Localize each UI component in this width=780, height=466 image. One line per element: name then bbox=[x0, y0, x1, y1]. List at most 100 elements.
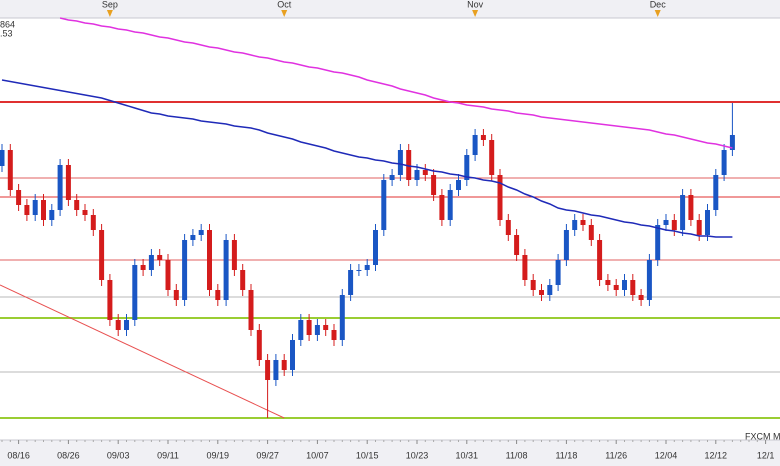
candle-body bbox=[231, 240, 237, 270]
legend-entry: 864 bbox=[0, 19, 15, 29]
candle-body bbox=[364, 265, 370, 270]
candle-body bbox=[132, 265, 138, 320]
x-tick-label: 11/08 bbox=[506, 450, 528, 460]
candle-body bbox=[140, 265, 146, 270]
candle-body bbox=[497, 175, 503, 220]
candle-body bbox=[680, 195, 686, 230]
candle-body bbox=[57, 165, 63, 210]
candle-body bbox=[281, 360, 287, 370]
candle-body bbox=[422, 170, 428, 175]
candle-body bbox=[630, 280, 636, 295]
candle-body bbox=[339, 295, 345, 340]
candle-body bbox=[572, 220, 578, 230]
x-tick-label: 10/31 bbox=[456, 450, 479, 460]
candle-body bbox=[671, 220, 677, 230]
candle-body bbox=[456, 180, 461, 190]
candle-body bbox=[514, 235, 520, 255]
candle-body bbox=[696, 220, 702, 235]
trend-line bbox=[0, 284, 285, 419]
month-marker bbox=[106, 10, 113, 17]
candle-body bbox=[331, 330, 337, 340]
month-marker bbox=[654, 10, 661, 17]
candle-body bbox=[555, 260, 561, 285]
candle-body bbox=[74, 200, 80, 210]
candle-body bbox=[729, 135, 735, 150]
candle-body bbox=[381, 180, 387, 230]
candle-body bbox=[314, 325, 320, 335]
candle-body bbox=[7, 150, 13, 190]
candle-body bbox=[713, 175, 719, 210]
candle-body bbox=[223, 240, 229, 300]
candle-body bbox=[148, 255, 154, 270]
candle-body bbox=[646, 260, 652, 300]
candle-body bbox=[638, 295, 644, 300]
candle-body bbox=[107, 280, 113, 320]
candle-body bbox=[298, 320, 304, 340]
x-tick-label: 09/27 bbox=[256, 450, 279, 460]
candle-body bbox=[613, 285, 619, 290]
candle-body bbox=[198, 230, 204, 235]
candle-body bbox=[414, 170, 420, 180]
candle-body bbox=[0, 150, 5, 166]
candle-body bbox=[49, 210, 55, 220]
candle-body bbox=[124, 320, 129, 330]
candle-body bbox=[580, 220, 586, 225]
candle-body bbox=[215, 290, 221, 300]
x-tick-label: 10/07 bbox=[306, 450, 329, 460]
candle-body bbox=[41, 200, 46, 220]
x-tick-label: 11/26 bbox=[605, 450, 627, 460]
candle-body bbox=[348, 270, 354, 295]
candle-body bbox=[306, 320, 312, 335]
x-tick-label: 08/26 bbox=[57, 450, 80, 460]
month-label: Nov bbox=[467, 0, 484, 9]
candle-body bbox=[530, 280, 536, 290]
candle-body bbox=[489, 140, 495, 175]
x-tick-label: 08/16 bbox=[7, 450, 30, 460]
ma-line bbox=[1, 79, 733, 238]
candle-body bbox=[655, 225, 661, 260]
candle-body bbox=[265, 360, 271, 380]
candle-body bbox=[90, 215, 96, 230]
candle-body bbox=[597, 240, 603, 280]
candle-body bbox=[547, 285, 553, 295]
candle-body bbox=[273, 360, 279, 380]
candle-body bbox=[447, 190, 453, 220]
candle-body bbox=[16, 190, 22, 205]
x-tick-label: 11/18 bbox=[555, 450, 577, 460]
candle-body bbox=[82, 210, 88, 215]
candle-body bbox=[688, 195, 694, 220]
source-label: FXCM M bbox=[745, 431, 780, 441]
candle-body bbox=[207, 230, 212, 290]
candle-body bbox=[480, 135, 486, 140]
candle-body bbox=[190, 235, 196, 240]
month-label: Sep bbox=[102, 0, 118, 9]
candle-body bbox=[431, 175, 437, 195]
candle-body bbox=[182, 240, 188, 300]
candle-body bbox=[505, 220, 511, 235]
x-tick-label: 12/12 bbox=[705, 450, 728, 460]
candle-body bbox=[464, 155, 470, 180]
candle-body bbox=[663, 220, 669, 225]
x-tick-label: 10/15 bbox=[356, 450, 379, 460]
candle-body bbox=[173, 290, 179, 300]
x-tick-label: 12/1 bbox=[757, 450, 775, 460]
month-marker bbox=[281, 10, 288, 17]
candle-body bbox=[323, 325, 329, 330]
month-marker bbox=[472, 10, 479, 17]
ma-line bbox=[59, 17, 733, 149]
candle-body bbox=[32, 200, 38, 215]
x-tick-label: 09/19 bbox=[207, 450, 230, 460]
legend-entry: .53 bbox=[0, 28, 13, 38]
candle-body bbox=[356, 270, 362, 271]
candle-body bbox=[165, 260, 171, 290]
candle-body bbox=[439, 195, 445, 220]
candle-body bbox=[705, 210, 710, 235]
candle-body bbox=[563, 230, 569, 260]
x-tick-label: 10/23 bbox=[406, 450, 429, 460]
candle-body bbox=[240, 270, 246, 290]
x-tick-label: 09/03 bbox=[107, 450, 130, 460]
candle-body bbox=[290, 340, 295, 370]
x-tick-label: 09/11 bbox=[157, 450, 179, 460]
candle-body bbox=[24, 205, 30, 215]
candle-body bbox=[65, 165, 71, 200]
